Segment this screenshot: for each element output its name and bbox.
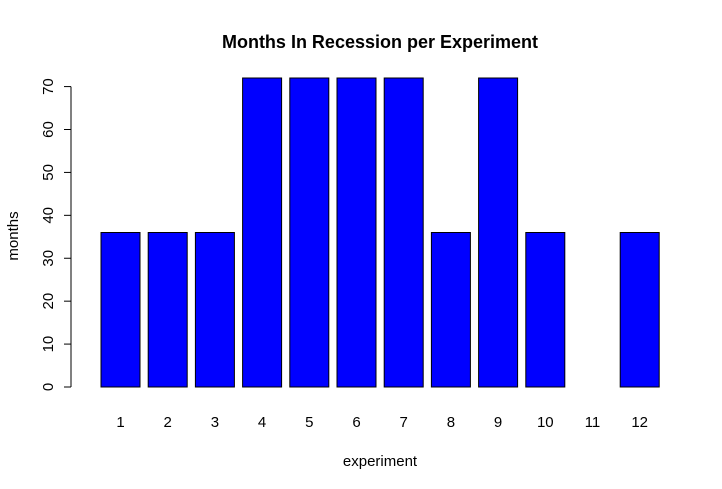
x-tick-label-9: 9 [494,414,502,431]
x-tick-label-8: 8 [447,414,455,431]
bar-12 [619,232,660,388]
y-tick-label: 50 [40,164,57,181]
bar-8 [430,232,471,388]
x-tick-label-2: 2 [164,414,172,431]
bar-5 [289,77,330,388]
bar-4 [242,77,283,388]
bar-6 [336,77,377,388]
x-tick-labels: 1 2 3 4 5 6 7 8 9 10 11 12 [116,414,648,431]
bar-3 [194,232,235,388]
x-tick-label-7: 7 [400,414,408,431]
y-axis: 0 10 20 30 40 50 60 70 [40,78,72,391]
y-tick-label: 30 [40,250,57,267]
y-tick-label: 20 [40,293,57,310]
y-tick-label: 10 [40,336,57,353]
x-tick-label-12: 12 [631,414,648,431]
bars [100,77,660,388]
x-tick-label-3: 3 [211,414,219,431]
x-tick-label-6: 6 [352,414,360,431]
y-tick-label: 40 [40,207,57,224]
x-axis-label: experiment [343,453,418,470]
x-tick-label-4: 4 [258,414,266,431]
x-tick-label-11: 11 [585,414,601,431]
y-tick-label: 70 [40,78,57,95]
x-tick-label-1: 1 [116,414,124,431]
x-tick-label-5: 5 [305,414,313,431]
y-axis-label: months [5,211,22,260]
x-tick-label-10: 10 [537,414,554,431]
bar-10 [525,232,566,388]
bar-7 [383,77,424,388]
bar-1 [100,232,141,388]
y-tick-label: 0 [40,383,57,391]
chart-title: Months In Recession per Experiment [222,32,538,52]
bar-9 [478,77,519,388]
bar-2 [147,232,188,388]
y-tick-label: 60 [40,121,57,138]
